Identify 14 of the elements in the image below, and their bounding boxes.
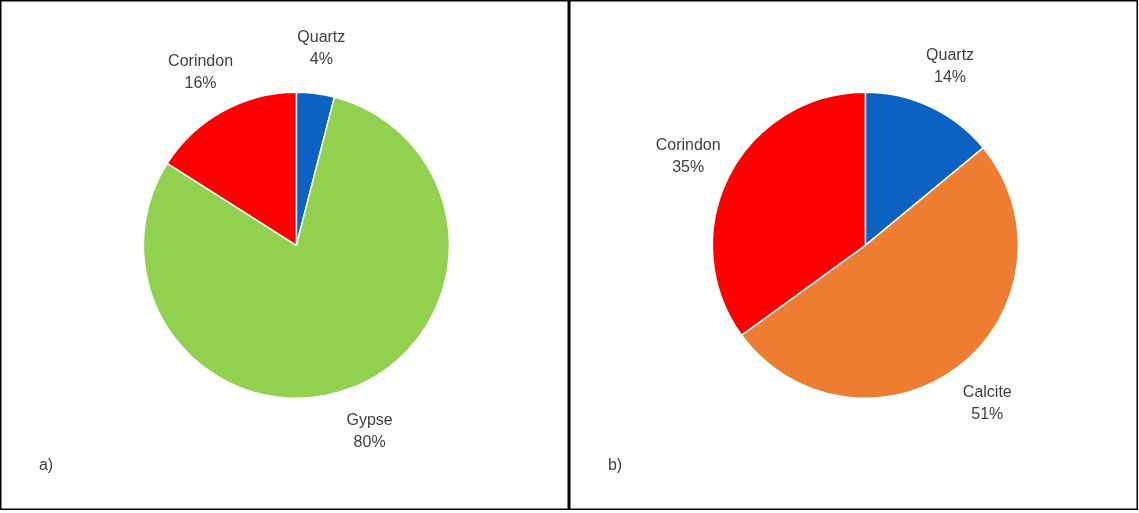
data-label: 35% [672,157,705,175]
data-label: 14% [934,67,967,85]
text: a) [38,456,54,474]
slice-label: Calcite [962,382,1012,400]
data-label: 4% [309,50,333,68]
slice-label: Corindon [655,135,721,153]
text: b) [607,456,623,474]
slice-label: Quartz [926,45,975,63]
slice-label: Corindon [168,51,234,69]
data-label: 16% [184,73,217,91]
slice-label: Gypse [346,410,393,428]
data-label: 51% [971,404,1004,422]
data-label: 80% [353,432,386,450]
slice-label: Quartz [297,28,346,46]
